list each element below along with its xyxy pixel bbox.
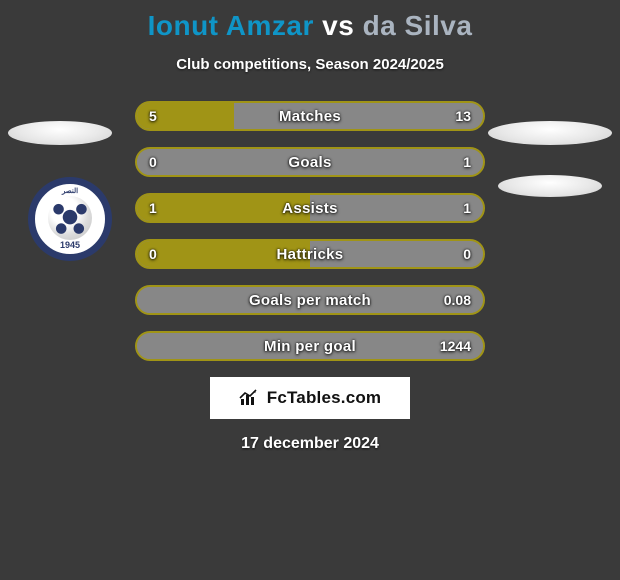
stat-bar: Min per goal1244	[135, 331, 485, 361]
player1-portrait-placeholder	[8, 121, 112, 145]
stat-bar-left-value: 0	[149, 149, 157, 175]
comparison-bars: Matches513Goals01Assists11Hattricks00Goa…	[135, 101, 485, 361]
subtitle: Club competitions, Season 2024/2025	[0, 56, 620, 73]
stat-bar-right-value: 13	[455, 103, 471, 129]
stat-bar-right-value: 1244	[440, 333, 471, 359]
stat-bar-label: Min per goal	[137, 333, 483, 359]
stat-bar-label: Assists	[137, 195, 483, 221]
stat-bar-left-value: 0	[149, 241, 157, 267]
stat-bar: Matches5 13	[135, 101, 485, 131]
club-logo-year: 1945	[60, 241, 80, 250]
vs-label: vs	[322, 10, 354, 41]
player2-name: da Silva	[363, 10, 473, 41]
stat-bar-label: Goals per match	[137, 287, 483, 313]
stat-bar-left-value: 5	[149, 103, 157, 129]
comparison-stage: النصر 1945 Matches513Goals01Assists11Hat…	[0, 101, 620, 453]
page-title: Ionut Amzar vs da Silva	[0, 0, 620, 42]
stat-bar-right-value: 1	[463, 149, 471, 175]
player1-name: Ionut Amzar	[148, 10, 314, 41]
stat-bar-label: Hattricks	[137, 241, 483, 267]
stat-bar-left-value: 1	[149, 195, 157, 221]
stat-bar: Hattricks0 0	[135, 239, 485, 269]
stat-bar-right-value: 1	[463, 195, 471, 221]
stat-bar: Assists1 1	[135, 193, 485, 223]
stat-bar-label: Matches	[137, 103, 483, 129]
stat-bar-label: Goals	[137, 149, 483, 175]
player1-club-logo: النصر 1945	[28, 177, 112, 261]
watermark-text: FcTables.com	[267, 388, 382, 408]
as-of-date: 17 december 2024	[0, 435, 620, 453]
club-logo-top-text: النصر	[62, 188, 78, 195]
stat-bar-right-value: 0.08	[444, 287, 471, 313]
player2-club-placeholder	[498, 175, 602, 197]
stat-bar-right-value: 0	[463, 241, 471, 267]
soccer-ball-icon	[48, 196, 92, 240]
watermark: FcTables.com	[210, 377, 410, 419]
stat-bar: Goals0 1	[135, 147, 485, 177]
stat-bar: Goals per match0.08	[135, 285, 485, 315]
chart-icon	[239, 389, 261, 407]
player2-portrait-placeholder	[488, 121, 612, 145]
